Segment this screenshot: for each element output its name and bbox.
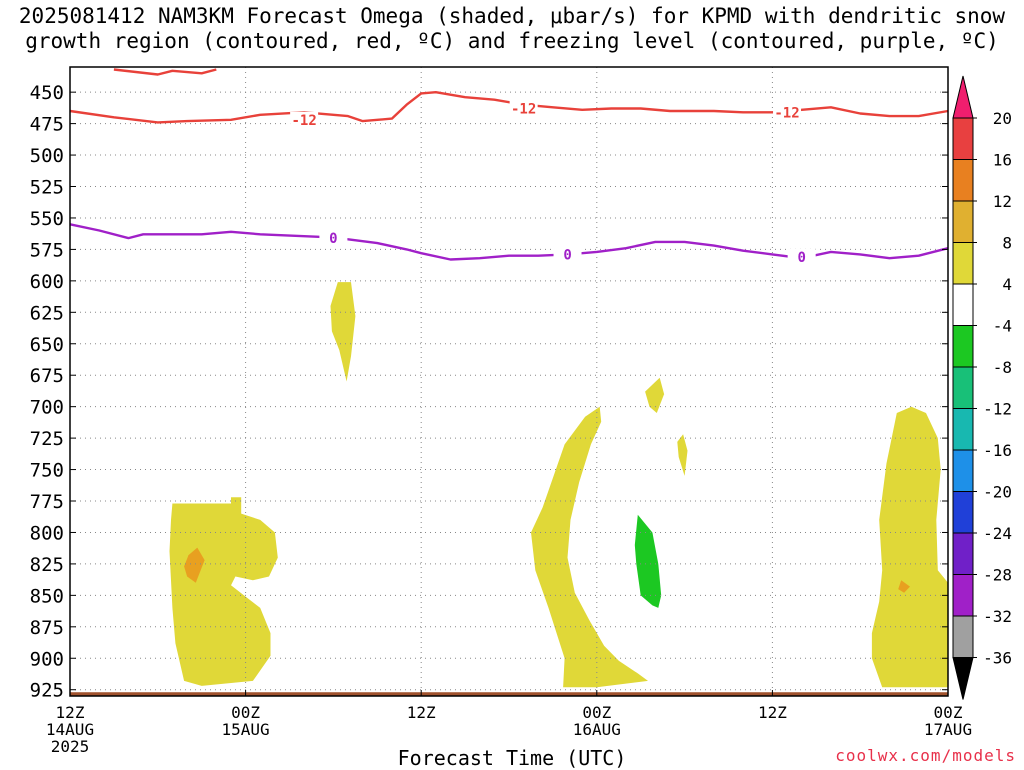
y-tick-label: 875 — [30, 617, 64, 639]
omega-shaded-region — [169, 497, 278, 686]
contour-label: -12 — [774, 105, 799, 121]
x-tick-label: 16AUG — [573, 720, 621, 739]
colorbar-label: -12 — [983, 400, 1012, 419]
y-tick-label: 900 — [30, 648, 64, 670]
contour-line — [69, 90, 949, 124]
y-tick-label: 550 — [30, 208, 64, 230]
colorbar-label: -16 — [983, 441, 1012, 460]
colorbar-label: 8 — [1002, 234, 1012, 253]
y-tick-label: 800 — [30, 522, 64, 544]
colorbar-segment — [952, 574, 974, 617]
colorbar-segment — [952, 242, 974, 285]
colorbar-segment — [952, 532, 974, 575]
colorbar-label: 12 — [993, 192, 1012, 211]
contour-label-bg — [787, 248, 816, 264]
contour-label-bg — [773, 104, 802, 120]
y-tick-label: 625 — [30, 302, 64, 324]
colorbar-segment — [952, 366, 974, 409]
omega-shaded-region — [645, 377, 665, 413]
omega-shaded-region — [330, 282, 356, 382]
colorbar-segment — [952, 491, 974, 534]
x-tick-label: 14AUG — [46, 720, 94, 739]
colorbar-label: -36 — [983, 649, 1012, 668]
colorbar-label: 20 — [993, 109, 1012, 128]
y-tick-label: 650 — [30, 334, 64, 356]
omega-shaded-region — [531, 406, 648, 688]
chart-title-line2: growth region (contoured, red, ºC) and f… — [25, 29, 999, 53]
colorbar-segment — [952, 159, 974, 202]
x-tick-label: 17AUG — [924, 720, 972, 739]
source-credit: coolwx.com/models — [835, 746, 1016, 765]
x-tick-label: 00Z — [582, 703, 611, 722]
contour-label: 0 — [563, 247, 571, 263]
chart-title: 2025081412 NAM3KM Forecast Omega (shaded… — [0, 4, 1024, 54]
x-tick-label: 00Z — [231, 703, 260, 722]
y-tick-label: 825 — [30, 554, 64, 576]
colorbar-top-arrow — [952, 75, 974, 119]
omega-shaded-region — [634, 514, 662, 608]
y-tick-label: 850 — [30, 585, 64, 607]
omega-shaded-region — [871, 406, 948, 688]
contour-label-bg — [319, 230, 348, 246]
colorbar-label: -8 — [993, 358, 1012, 377]
x-tick-label: 12Z — [407, 703, 436, 722]
x-tick-label: 12Z — [758, 703, 787, 722]
contour-label: 0 — [797, 250, 805, 266]
colorbar-segment — [952, 200, 974, 243]
contour-label-bg — [290, 111, 319, 127]
ground-surface — [70, 692, 948, 696]
y-tick-label: 700 — [30, 397, 64, 419]
colorbar-label: 16 — [993, 151, 1012, 170]
omega-shaded-region — [898, 580, 910, 593]
y-tick-label: 525 — [30, 177, 64, 199]
contour-label: 0 — [329, 231, 337, 247]
contour-line — [69, 223, 949, 261]
y-tick-label: 500 — [30, 145, 64, 167]
x-tick-label: 12Z — [56, 703, 85, 722]
contour-label-bg — [509, 100, 538, 116]
colorbar-label: -20 — [983, 483, 1012, 502]
y-tick-label: 450 — [30, 82, 64, 104]
colorbar-label: -24 — [983, 524, 1012, 543]
contour-label: -12 — [511, 102, 536, 118]
y-tick-label: 475 — [30, 114, 64, 136]
x-tick-label: 00Z — [934, 703, 963, 722]
y-tick-label: 925 — [30, 680, 64, 702]
colorbar-segment — [952, 615, 974, 658]
y-tick-label: 675 — [30, 365, 64, 387]
x-axis-label: Forecast Time (UTC) — [397, 746, 627, 770]
x-tick-label: 2025 — [51, 737, 90, 756]
omega-shaded-region — [677, 434, 688, 476]
y-tick-label: 725 — [30, 428, 64, 450]
y-tick-label: 600 — [30, 271, 64, 293]
contour-label-bg — [553, 246, 582, 262]
chart-title-line1: 2025081412 NAM3KM Forecast Omega (shaded… — [18, 4, 1006, 28]
colorbar-label: -32 — [983, 607, 1012, 626]
colorbar-segment — [952, 283, 974, 326]
colorbar-label: -28 — [983, 566, 1012, 585]
colorbar-label: 4 — [1002, 275, 1012, 294]
omega-shaded-region — [184, 547, 205, 583]
y-tick-label: 575 — [30, 239, 64, 261]
x-tick-label: 15AUG — [222, 720, 270, 739]
colorbar-segment — [952, 117, 974, 160]
plot-frame — [69, 66, 949, 697]
y-tick-label: 750 — [30, 460, 64, 482]
colorbar-segment — [952, 408, 974, 451]
contour-label: -12 — [291, 113, 316, 129]
colorbar-bottom-arrow — [952, 657, 974, 700]
colorbar-segment — [952, 449, 974, 492]
colorbar-label: -4 — [993, 317, 1012, 336]
colorbar-segment — [952, 325, 974, 368]
contour-line — [113, 68, 217, 76]
y-tick-label: 775 — [30, 491, 64, 513]
